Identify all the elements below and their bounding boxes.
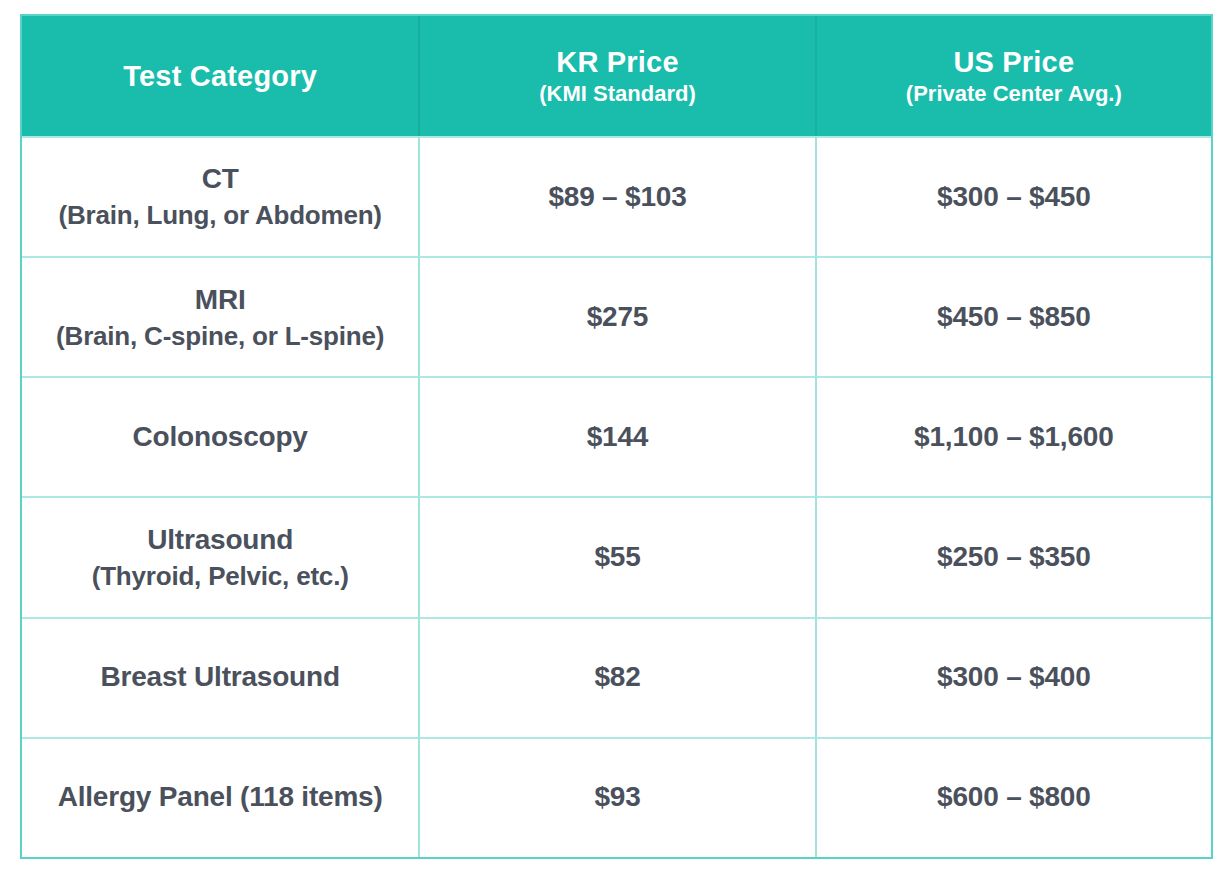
category-name: Allergy Panel (118 items) (58, 779, 383, 816)
header-sublabel: (Private Center Avg.) (906, 80, 1122, 108)
price-comparison-table: Test Category KR Price (KMI Standard) US… (20, 14, 1213, 859)
category-name: Ultrasound (147, 522, 293, 559)
kr-price-value: $55 (594, 539, 640, 576)
kr-price-value: $144 (587, 419, 649, 456)
kr-price-value: $275 (587, 299, 649, 336)
table-row-kr-price: $275 (418, 256, 814, 376)
table-row-kr-price: $144 (418, 376, 814, 496)
category-name: MRI (195, 282, 246, 319)
kr-price-value: $93 (594, 779, 640, 816)
header-label: KR Price (556, 44, 679, 80)
category-detail: (Thyroid, Pelvic, etc.) (92, 559, 349, 593)
category-name: Breast Ultrasound (101, 659, 340, 696)
us-price-value: $300 – $450 (937, 179, 1091, 216)
table-row-kr-price: $89 – $103 (418, 136, 814, 256)
us-price-value: $1,100 – $1,600 (914, 419, 1113, 456)
table-row-us-price: $300 – $450 (815, 136, 1211, 256)
us-price-value: $450 – $850 (937, 299, 1091, 336)
table-row-us-price: $450 – $850 (815, 256, 1211, 376)
category-detail: (Brain, Lung, or Abdomen) (58, 198, 381, 232)
table-row-us-price: $600 – $800 (815, 737, 1211, 857)
header-label: Test Category (123, 58, 317, 94)
header-kr-price: KR Price (KMI Standard) (418, 16, 814, 136)
table-row-category: MRI (Brain, C-spine, or L-spine) (22, 256, 418, 376)
header-label: US Price (953, 44, 1074, 80)
table-row-category: CT (Brain, Lung, or Abdomen) (22, 136, 418, 256)
header-us-price: US Price (Private Center Avg.) (815, 16, 1211, 136)
table-row-us-price: $250 – $350 (815, 496, 1211, 616)
us-price-value: $300 – $400 (937, 659, 1091, 696)
table-row-us-price: $300 – $400 (815, 617, 1211, 737)
us-price-value: $600 – $800 (937, 779, 1091, 816)
header-sublabel: (KMI Standard) (539, 80, 695, 108)
table-row-category: Breast Ultrasound (22, 617, 418, 737)
us-price-value: $250 – $350 (937, 539, 1091, 576)
table-row-kr-price: $82 (418, 617, 814, 737)
category-name: CT (202, 161, 239, 198)
table-row-kr-price: $55 (418, 496, 814, 616)
category-name: Colonoscopy (133, 419, 308, 456)
kr-price-value: $82 (594, 659, 640, 696)
table-row-category: Colonoscopy (22, 376, 418, 496)
category-detail: (Brain, C-spine, or L-spine) (56, 319, 384, 353)
table-row-category: Ultrasound (Thyroid, Pelvic, etc.) (22, 496, 418, 616)
table-row-category: Allergy Panel (118 items) (22, 737, 418, 857)
table-row-us-price: $1,100 – $1,600 (815, 376, 1211, 496)
header-test-category: Test Category (22, 16, 418, 136)
table-row-kr-price: $93 (418, 737, 814, 857)
kr-price-value: $89 – $103 (548, 179, 686, 216)
